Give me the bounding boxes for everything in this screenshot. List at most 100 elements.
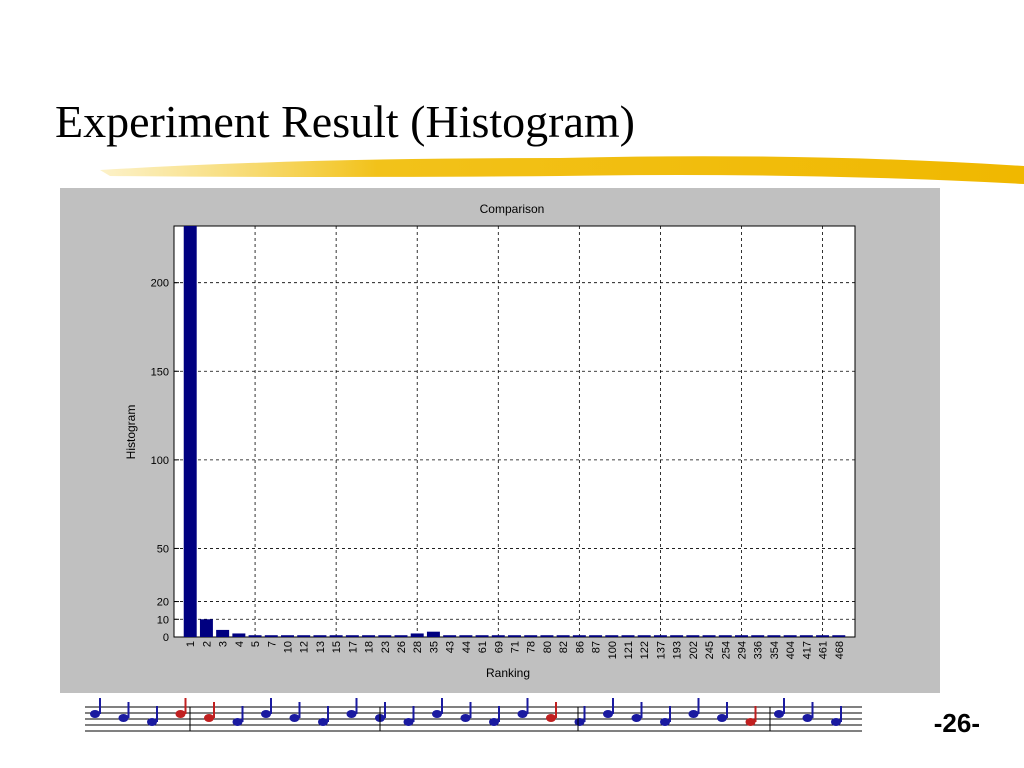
x-tick-label: 80 [542,641,554,653]
x-tick-label: 245 [704,641,716,659]
bar [735,635,748,637]
bar [816,635,830,637]
x-tick-label: 468 [834,641,846,659]
note-head [774,710,784,718]
bar [313,635,327,637]
bar [589,635,603,637]
bar [199,619,213,637]
bar [686,635,700,637]
x-tick-label: 17 [347,641,359,653]
x-tick-label: 12 [299,641,311,653]
note-head [432,710,442,718]
bar [670,635,684,637]
music-notes [90,698,842,731]
bar [783,635,797,637]
x-tick-label: 3 [218,641,230,647]
y-tick-label: 50 [157,543,169,555]
note-head [118,714,129,722]
x-tick-label: 100 [607,641,619,659]
bar [345,635,359,637]
bar [540,635,554,637]
note-head [289,714,300,722]
x-tick-label: 43 [445,641,457,653]
x-tick-label: 4 [234,641,246,647]
note-head [517,710,528,718]
y-tick-label: 150 [151,366,169,378]
x-tick-label: 5 [250,641,262,647]
bar [718,635,732,637]
y-axis-label: Histogram [124,405,138,460]
x-tick-label: 87 [591,641,603,653]
x-tick-label: 417 [801,641,813,659]
bar [459,635,473,637]
slide-title: Experiment Result (Histogram) [55,96,635,147]
title-underline [100,156,1024,184]
x-tick-label: 26 [396,641,408,653]
note-head [688,710,699,718]
x-tick-label: 193 [672,641,684,659]
x-tick-label: 15 [331,641,343,653]
bar [378,635,392,637]
x-tick-label: 122 [639,641,651,659]
note-head [90,710,100,718]
x-tick-label: 28 [412,641,424,653]
bar [232,633,246,637]
bar [621,635,635,637]
x-tick-label: 2 [201,641,213,647]
x-tick-label: 78 [526,641,538,653]
bar [572,635,586,637]
note-head [631,714,642,722]
note-head [717,714,727,722]
bar [751,635,765,637]
bar [491,635,505,637]
bar [426,631,440,637]
x-tick-label: 86 [574,641,586,653]
bar [832,635,846,637]
bar [443,635,457,637]
bar [524,635,538,637]
bar [653,635,667,637]
bar [216,629,230,637]
x-tick-label: 82 [558,641,570,653]
bar [281,635,294,637]
x-tick-label: 35 [428,641,440,653]
x-tick-label: 18 [364,641,376,653]
x-tick-label: 404 [785,641,797,659]
note-head [147,718,157,726]
x-tick-label: 69 [493,641,505,653]
bar [767,635,781,637]
x-axis-label: Ranking [486,666,530,680]
note-head [204,714,214,722]
x-tick-label: 71 [510,641,522,653]
bar [362,635,376,637]
music-strip [85,706,862,732]
x-tick-label: 10 [283,641,295,653]
note-head [346,710,357,718]
x-tick-label: 254 [720,641,732,659]
x-tick-label: 336 [753,641,765,659]
bar [799,635,813,637]
bar [475,635,489,637]
bar [248,635,262,637]
bar [508,635,521,637]
y-tick-label: 100 [151,455,169,467]
x-tick-label: 7 [266,641,278,647]
x-tick-label: 137 [655,641,667,659]
bar [556,635,570,637]
note-head [403,718,414,726]
note-head [318,718,328,726]
plot-area [173,225,856,638]
x-tick-label: 44 [461,641,473,653]
bar [637,635,651,637]
note-head [660,718,670,726]
note-head [489,718,499,726]
y-tick-label: 200 [151,278,169,290]
note-head [802,714,813,722]
bar [183,226,197,637]
y-tick-label: 10 [157,614,169,626]
note-head [831,718,841,726]
x-tick-label: 61 [477,641,489,653]
x-tick-label: 1 [185,641,197,647]
note-head [261,710,271,718]
